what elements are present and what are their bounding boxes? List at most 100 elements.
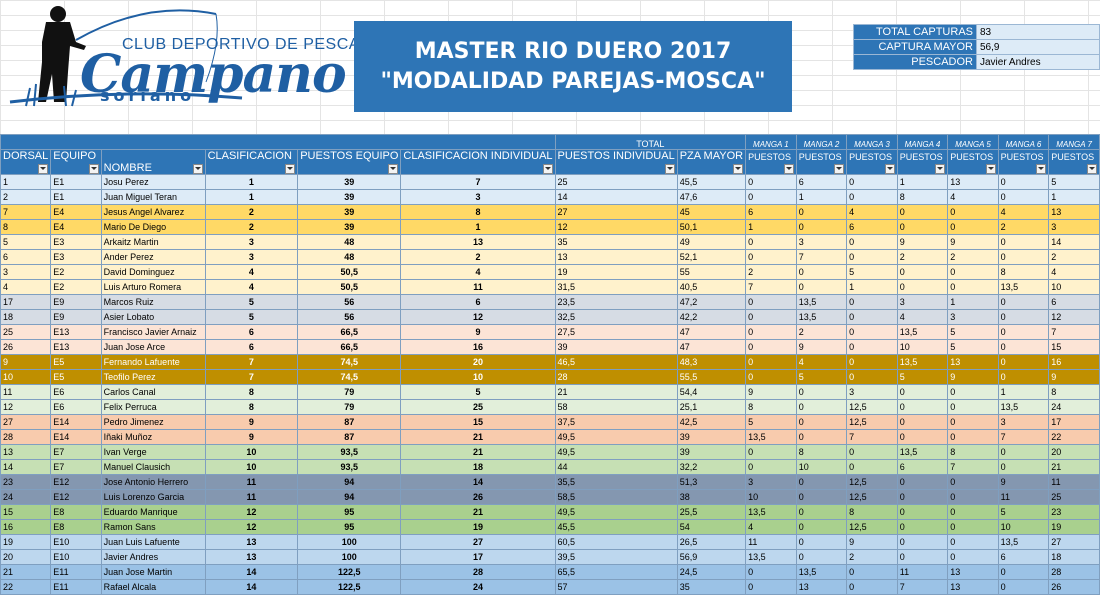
table-cell[interactable]: 87: [297, 414, 402, 430]
column-header[interactable]: NOMBRE: [100, 149, 206, 175]
table-cell[interactable]: 40,5: [676, 279, 747, 295]
table-cell[interactable]: Mario De Diego: [100, 219, 206, 235]
table-cell[interactable]: 9: [896, 234, 949, 250]
filter-dropdown-icon[interactable]: [88, 164, 99, 174]
column-header[interactable]: PUESTOS INDIVIDUAL: [554, 149, 678, 175]
table-cell[interactable]: E10: [50, 534, 102, 550]
table-cell[interactable]: 6: [1048, 294, 1100, 310]
table-cell[interactable]: 35,5: [554, 474, 678, 490]
table-cell[interactable]: 7: [400, 174, 556, 190]
table-cell[interactable]: Marcos Ruiz: [100, 294, 206, 310]
column-header[interactable]: PUESTOS: [997, 149, 1050, 175]
table-cell[interactable]: 1: [204, 189, 299, 205]
table-cell[interactable]: 5: [997, 504, 1050, 520]
table-cell[interactable]: 54: [676, 519, 747, 535]
table-cell[interactable]: 54,4: [676, 384, 747, 400]
table-cell[interactable]: 0: [947, 504, 999, 520]
table-cell[interactable]: 18: [1048, 549, 1100, 565]
table-cell[interactable]: 8: [896, 189, 949, 205]
table-cell[interactable]: 9: [947, 369, 999, 385]
table-cell[interactable]: 13: [0, 444, 52, 460]
table-cell[interactable]: 60,5: [554, 534, 678, 550]
table-cell[interactable]: 48: [297, 234, 402, 250]
table-cell[interactable]: 12,5: [846, 489, 898, 505]
table-cell[interactable]: 10: [997, 519, 1050, 535]
table-cell[interactable]: E12: [50, 489, 102, 505]
table-cell[interactable]: 49,5: [554, 429, 678, 445]
table-cell[interactable]: 12,5: [846, 414, 898, 430]
table-cell[interactable]: 0: [997, 444, 1050, 460]
table-cell[interactable]: 3: [400, 189, 556, 205]
table-cell[interactable]: 122,5: [297, 564, 402, 580]
filter-dropdown-icon[interactable]: [1087, 164, 1097, 174]
table-cell[interactable]: E9: [50, 294, 102, 310]
summary-value[interactable]: 83: [976, 24, 1100, 40]
table-cell[interactable]: 55: [676, 264, 747, 280]
table-cell[interactable]: 56: [297, 294, 402, 310]
table-cell[interactable]: 13,5: [745, 549, 797, 565]
table-cell[interactable]: 0: [745, 294, 797, 310]
table-cell[interactable]: Felix Perruca: [100, 399, 206, 415]
table-cell[interactable]: 39: [676, 444, 747, 460]
column-header[interactable]: CLASIFICACION: [204, 149, 299, 175]
table-cell[interactable]: 1: [204, 174, 299, 190]
table-cell[interactable]: 95: [297, 504, 402, 520]
table-cell[interactable]: 3: [1048, 219, 1100, 235]
table-cell[interactable]: 2: [1048, 249, 1100, 265]
table-cell[interactable]: 6: [204, 339, 299, 355]
table-cell[interactable]: 57: [554, 579, 678, 595]
table-cell[interactable]: E2: [50, 279, 102, 295]
table-cell[interactable]: Luis Arturo Romera: [100, 279, 206, 295]
table-cell[interactable]: 13,5: [896, 444, 949, 460]
table-cell[interactable]: 13,5: [745, 504, 797, 520]
table-cell[interactable]: 52,1: [676, 249, 747, 265]
table-cell[interactable]: 37,5: [554, 414, 678, 430]
table-cell[interactable]: 2: [400, 249, 556, 265]
table-cell[interactable]: 49,5: [554, 444, 678, 460]
table-cell[interactable]: 47: [676, 324, 747, 340]
table-cell[interactable]: 23,5: [554, 294, 678, 310]
table-cell[interactable]: 13,5: [896, 354, 949, 370]
table-cell[interactable]: 13,5: [997, 279, 1050, 295]
table-cell[interactable]: 0: [745, 174, 797, 190]
table-cell[interactable]: 7: [204, 369, 299, 385]
table-cell[interactable]: 4: [997, 204, 1050, 220]
table-cell[interactable]: 16: [1048, 354, 1100, 370]
table-cell[interactable]: 0: [896, 519, 949, 535]
table-cell[interactable]: 8: [846, 504, 898, 520]
column-header[interactable]: PUESTOS EQUIPO: [297, 149, 402, 175]
table-cell[interactable]: 22: [1048, 429, 1100, 445]
table-cell[interactable]: 0: [795, 489, 848, 505]
table-cell[interactable]: 18: [400, 459, 556, 475]
table-cell[interactable]: 11: [400, 279, 556, 295]
table-cell[interactable]: 0: [795, 384, 848, 400]
table-cell[interactable]: 0: [745, 324, 797, 340]
table-cell[interactable]: 93,5: [297, 459, 402, 475]
table-cell[interactable]: 0: [745, 309, 797, 325]
table-cell[interactable]: 11: [997, 489, 1050, 505]
table-cell[interactable]: E7: [50, 459, 102, 475]
table-cell[interactable]: Ivan Verge: [100, 444, 206, 460]
table-cell[interactable]: 26,5: [676, 534, 747, 550]
table-cell[interactable]: 2: [204, 219, 299, 235]
table-cell[interactable]: 0: [896, 414, 949, 430]
table-cell[interactable]: 0: [846, 174, 898, 190]
filter-dropdown-icon[interactable]: [192, 164, 203, 174]
table-cell[interactable]: 5: [745, 414, 797, 430]
table-cell[interactable]: 44: [554, 459, 678, 475]
table-cell[interactable]: 3: [795, 234, 848, 250]
table-cell[interactable]: 11: [1048, 474, 1100, 490]
table-cell[interactable]: 20: [0, 549, 52, 565]
table-cell[interactable]: 74,5: [297, 354, 402, 370]
table-cell[interactable]: 9: [795, 339, 848, 355]
table-cell[interactable]: 2: [204, 204, 299, 220]
table-cell[interactable]: 39: [554, 339, 678, 355]
table-cell[interactable]: 13,5: [795, 309, 848, 325]
table-cell[interactable]: 0: [997, 294, 1050, 310]
column-header[interactable]: PUESTOS: [896, 149, 949, 175]
table-cell[interactable]: 47: [676, 339, 747, 355]
table-cell[interactable]: 5: [400, 384, 556, 400]
table-cell[interactable]: 58: [554, 399, 678, 415]
table-cell[interactable]: 3: [896, 294, 949, 310]
table-cell[interactable]: 1: [846, 279, 898, 295]
